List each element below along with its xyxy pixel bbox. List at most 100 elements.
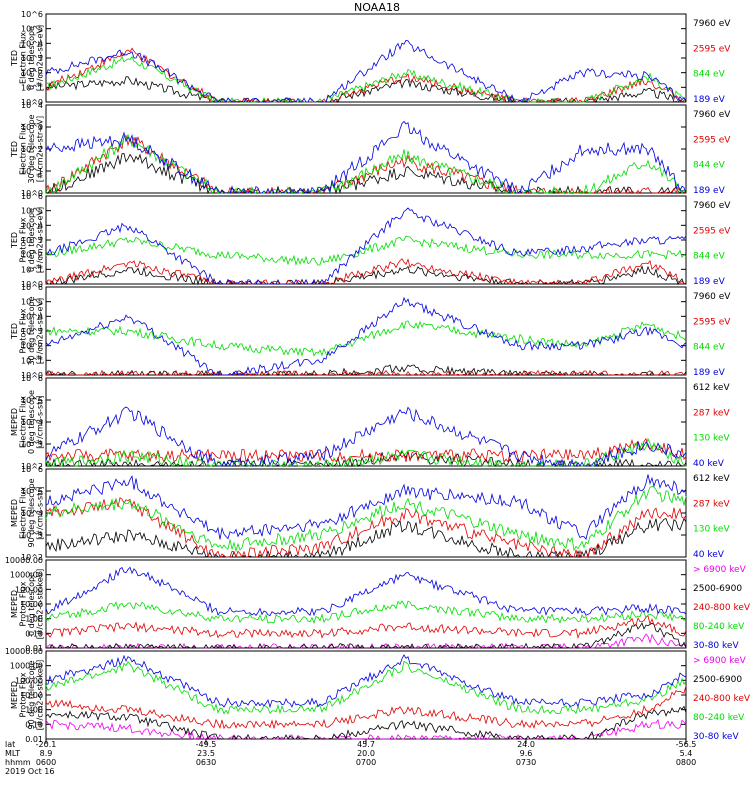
y-tick-label: 10^6 [21, 465, 43, 474]
y-tick-label: 1.00 [25, 706, 43, 715]
series-line [45, 320, 687, 357]
y-axis-label: MEPEDProton Flux90 deg telescope[#/cm2-s… [10, 660, 45, 731]
x-tick-label: 20.0 [357, 749, 375, 758]
y-ticks: 10^6 10^5 10^4 10^3 10^2 [21, 374, 686, 471]
series-line [45, 369, 687, 376]
y-tick-label: 10^3 [21, 440, 43, 449]
y-tick-label: 0.10 [25, 629, 43, 638]
legend-item: 30-80 keV [693, 732, 739, 742]
series-line [45, 264, 686, 286]
y-tick-label: 10^5 [21, 207, 43, 216]
series-group [45, 39, 687, 104]
y-tick-label: 10^1 [21, 265, 43, 274]
legend-item: 2500-6900 [693, 584, 742, 594]
series-line [45, 47, 687, 103]
legend-item: 844 eV [693, 343, 726, 353]
x-tick-label: 45.7 [357, 740, 375, 749]
y-tick-label: 1000.00 [10, 662, 43, 671]
y-axis-label: TEDElectron Flux30 deg telescope[#/cm2-s… [10, 114, 45, 183]
legend: 7960 eV 2595 eV 844 eV 189 eV [693, 110, 731, 196]
x-tick-label: -49.5 [196, 740, 217, 749]
legend: 612 keV 287 keV 130 keV 40 keV [693, 383, 730, 469]
x-tick-label: 24.0 [517, 740, 535, 749]
y-tick-label: 0.10 [25, 720, 43, 729]
y-tick-label: 10^0 [21, 280, 43, 289]
legend: 612 keV 287 keV 130 keV 40 keV [693, 474, 730, 560]
y-ticks: 10^6 10^5 10^4 10^3 10^2 10^1 10^0 [21, 10, 686, 107]
legend-item: 189 eV [693, 95, 726, 105]
y-tick-label: 10^2 [21, 145, 43, 154]
legend-item: 612 keV [693, 383, 730, 393]
series-line [45, 437, 686, 468]
panel-frame [45, 650, 687, 740]
y-tick-label: 10^0 [21, 189, 43, 198]
x-row-label: MLT [5, 749, 20, 758]
series-line [45, 474, 687, 540]
legend: > 6900 keV 2500-6900 240-800 keV 80-240 keV… [693, 656, 750, 742]
series-group [45, 566, 687, 649]
legend-item: 612 keV [693, 474, 730, 484]
legend-item: 130 keV [693, 525, 730, 535]
x-tick-label: 0730 [516, 758, 536, 767]
series-line [45, 600, 687, 625]
series-line [45, 705, 687, 740]
series-line [45, 622, 687, 649]
series-line [45, 497, 687, 559]
legend-item: 189 eV [693, 368, 726, 378]
panels: 10^6 10^5 10^4 10^3 10^2 10^1 10^0 TEDElectron … [5, 10, 750, 744]
y-tick-label: 10^3 [21, 123, 43, 132]
legend-item: 130 keV [693, 434, 730, 444]
y-tick-label: 10000.00 [5, 647, 43, 656]
x-tick-label: -56.5 [676, 740, 697, 749]
chart-title: NOAA18 [354, 1, 400, 14]
panel-frame [45, 559, 687, 649]
legend-item: 287 keV [693, 408, 730, 418]
series-line [45, 654, 687, 709]
x-tick-label: -20.1 [36, 740, 57, 749]
y-tick-label: 100.00 [15, 585, 43, 594]
legend-item: 844 eV [693, 161, 726, 171]
series-line [45, 207, 687, 285]
y-tick-label: 10^3 [21, 54, 43, 63]
legend-item: 40 keV [693, 459, 725, 469]
y-ticks: 10^4 10^3 10^2 10^1 10^0 [21, 101, 686, 198]
series-line [45, 517, 687, 559]
x-tick-label: 9.6 [520, 749, 533, 758]
y-tick-label: 10^6 [21, 374, 43, 383]
series-line [45, 364, 687, 377]
legend-item: 40 keV [693, 550, 725, 560]
y-tick-label: 10^1 [21, 83, 43, 92]
y-ticks: 10^6 10^5 10^4 10^3 10^2 10^1 10^0 [21, 283, 686, 380]
y-tick-label: 10^6 [21, 283, 43, 292]
x-tick-label: 23.5 [197, 749, 215, 758]
y-tick-label: 10^2 [21, 251, 43, 260]
series-line [45, 39, 687, 103]
panel-frame [45, 286, 687, 376]
panel-frame [45, 13, 687, 103]
series-line [45, 660, 687, 715]
series-line [45, 566, 687, 617]
legend: > 6900 keV 2500-6900 240-800 keV 80-240 keV… [693, 565, 750, 651]
legend-item: 80-240 keV [693, 622, 745, 632]
series-line [45, 258, 687, 286]
series-line [45, 719, 687, 741]
legend-item: 189 eV [693, 277, 726, 287]
series-line [45, 406, 687, 468]
series-line [45, 235, 687, 267]
x-tick-label: 0600 [36, 758, 56, 767]
y-tick-label: 10^6 [21, 192, 43, 201]
panel-3: 10^6 10^5 10^4 10^3 10^2 10^1 10^0 TEDProton Fl… [10, 192, 731, 289]
y-axis-label: MEPEDElectron Flux90 deg telescope[#/cm2… [10, 478, 45, 547]
legend-item: > 6900 keV [693, 565, 747, 575]
series-line [45, 685, 687, 730]
x-tick-label: 0630 [196, 758, 216, 767]
series-group [45, 207, 687, 286]
panel-frame [45, 104, 687, 194]
x-tick-label: 0700 [356, 758, 376, 767]
y-tick-label: 10^1 [21, 167, 43, 176]
y-tick-label: 10^5 [21, 487, 43, 496]
x-tick-label: 0800 [676, 758, 696, 767]
y-axis-label: TEDProton Flux30 deg telescope[#/cm2-s-s… [10, 296, 45, 365]
series-group [45, 654, 687, 741]
